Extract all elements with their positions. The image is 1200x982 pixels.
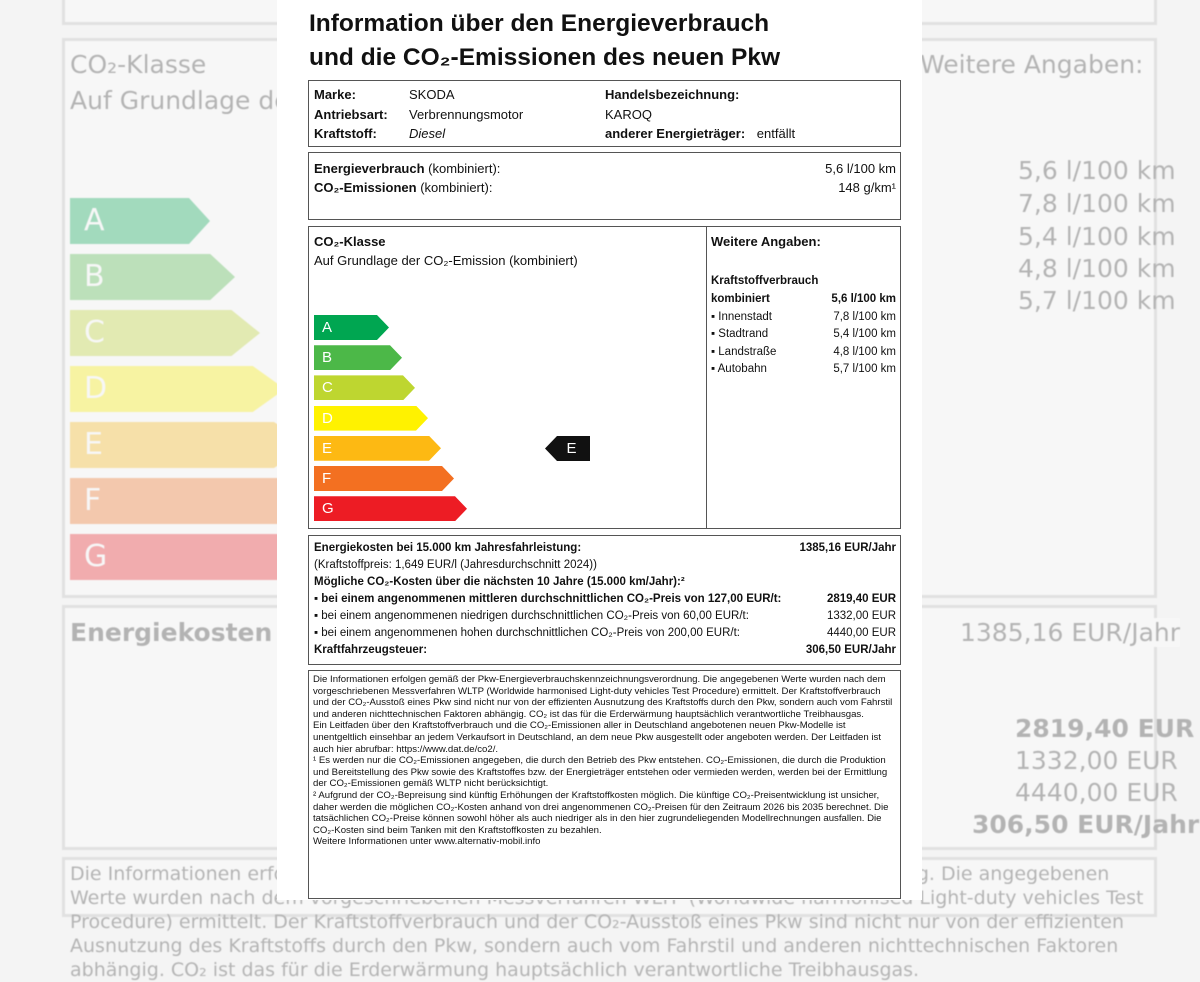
bg-val: 4,8 l/100 km <box>1018 254 1176 283</box>
bg-class-bar: B <box>70 254 235 300</box>
bg-further: Weitere Angaben: <box>920 50 1144 79</box>
fine-print-p2: Ein Leitfaden über den Kraftstoffverbrau… <box>313 720 881 755</box>
bg-tax: 306,50 EUR/Jahr <box>972 810 1200 839</box>
energy-value: 5,6 l/100 km <box>825 161 896 176</box>
bg-class-bar: C <box>70 310 260 356</box>
bg-val: 5,6 l/100 km <box>1018 156 1176 185</box>
co2-high-label: ▪ bei einem angenommenen hohen durchschn… <box>314 627 740 639</box>
bg-val: 5,4 l/100 km <box>1018 222 1176 251</box>
co2-low-value: 1332,00 EUR <box>826 610 896 622</box>
bg-class-bar: D <box>70 366 285 412</box>
other-energy-value: entfällt <box>756 126 796 141</box>
consumption-row-value: 5,6 l/100 km <box>831 293 896 305</box>
consumption-row-label: ▪ Stadtrand <box>711 328 769 340</box>
bg-mid: 2819,40 EUR <box>1015 714 1195 743</box>
bg-val: 5,7 l/100 km <box>1018 286 1176 315</box>
co2-class-bar-g: G <box>314 496 467 521</box>
bg-low: 1332,00 EUR <box>1015 746 1178 775</box>
consumption-row-label: kombiniert <box>711 293 770 305</box>
co2-low-label: ▪ bei einem angenommenen niedrigen durch… <box>314 610 749 622</box>
current-class-indicator: E <box>545 436 590 461</box>
drive-label: Antriebsart: <box>314 107 388 122</box>
vehicle-box: Marke: SKODA Antriebsart: Verbrennungsmo… <box>308 80 901 147</box>
bg-val: 7,8 l/100 km <box>1018 189 1176 218</box>
bg-co2-heading: CO₂-Klasse <box>70 50 207 79</box>
fine-print-p4: ² Aufgrund der CO₂-Bepreisung sind künft… <box>313 789 889 836</box>
drive-value: Verbrennungsmotor <box>409 107 524 122</box>
page-title: Information über den Energieverbrauch und… <box>309 10 781 71</box>
co2-cost-heading: Mögliche CO₂-Kosten über die nächsten 10… <box>314 576 685 588</box>
energy-label: Information über den Energieverbrauch und… <box>277 0 922 900</box>
consumption-box: Energieverbrauch (kombiniert): 5,6 l/100… <box>308 152 901 220</box>
co2-class-bar-a: A <box>314 315 389 340</box>
consumption-row-value: 7,8 l/100 km <box>833 310 896 323</box>
energy-cost-value: 1385,16 EUR/Jahr <box>799 542 896 554</box>
fine-print-p5: Weitere Informationen unter www.alternat… <box>313 836 541 848</box>
fine-print-box: Die Informationen erfolgen gemäß der Pkw… <box>308 670 901 899</box>
co2-high-value: 4440,00 EUR <box>826 627 896 639</box>
tax-value: 306,50 EUR/Jahr <box>805 644 896 656</box>
co2-class-box: CO₂-Klasse Auf Grundlage der CO₂-Emissio… <box>308 226 901 529</box>
co2-mid-label: ▪ bei einem angenommenen mittleren durch… <box>314 593 782 605</box>
consumption-row-label: ▪ Landstraße <box>711 345 777 358</box>
co2-value: 148 g/km¹ <box>838 180 896 195</box>
tax-label: Kraftfahrzeugsteuer: <box>314 644 428 656</box>
consumption-row-value: 4,8 l/100 km <box>833 345 896 358</box>
co2-mid-value: 2819,40 EUR <box>826 593 896 605</box>
co2-class-bar-e: E <box>314 436 441 461</box>
brand-label: Marke: <box>314 87 356 102</box>
fuel-value: Diesel <box>409 126 446 141</box>
brand-value: SKODA <box>409 87 455 102</box>
fuel-label: Kraftstoff: <box>314 126 377 141</box>
further-heading: Weitere Angaben: <box>711 234 821 249</box>
bg-energy-val: 1385,16 EUR/Jahr <box>960 618 1181 647</box>
consumption-row-value: 5,4 l/100 km <box>833 328 896 340</box>
energy-cost-label: Energiekosten bei 15.000 km Jahresfahrle… <box>314 542 582 554</box>
consumption-row-value: 5,7 l/100 km <box>833 363 896 375</box>
consumption-row-label: ▪ Autobahn <box>711 363 767 375</box>
co2-class-bar-b: B <box>314 345 402 370</box>
co2-class-bar-d: D <box>314 406 428 431</box>
bg-class-bar: E <box>70 422 310 468</box>
fuel-price: (Kraftstoffpreis: 1,649 EUR/l (Jahresdur… <box>314 559 597 571</box>
consumption-row-label: ▪ Innenstadt <box>711 310 772 323</box>
other-energy-label: anderer Energieträger: <box>605 126 746 141</box>
trade-label: Handelsbezeichnung: <box>605 87 740 102</box>
fine-print-p1: Die Informationen erfolgen gemäß der Pkw… <box>313 674 893 720</box>
co2-class-heading: CO₂-Klasse <box>314 234 386 249</box>
co2-class-bar-c: C <box>314 375 415 400</box>
bg-class-bar: A <box>70 198 210 244</box>
co2-class-subheading: Auf Grundlage der CO₂-Emission (kombinie… <box>314 253 578 268</box>
fine-print-p3: ¹ Es werden nur die CO₂-Emissionen angeg… <box>313 755 888 790</box>
co2-class-bar-f: F <box>314 466 454 491</box>
bg-high: 4440,00 EUR <box>1015 778 1178 807</box>
costs-box: Energiekosten bei 15.000 km Jahresfahrle… <box>308 535 901 665</box>
trade-value: KAROQ <box>605 107 652 122</box>
fuel-consumption-heading: Kraftstoffverbrauch <box>711 275 819 287</box>
